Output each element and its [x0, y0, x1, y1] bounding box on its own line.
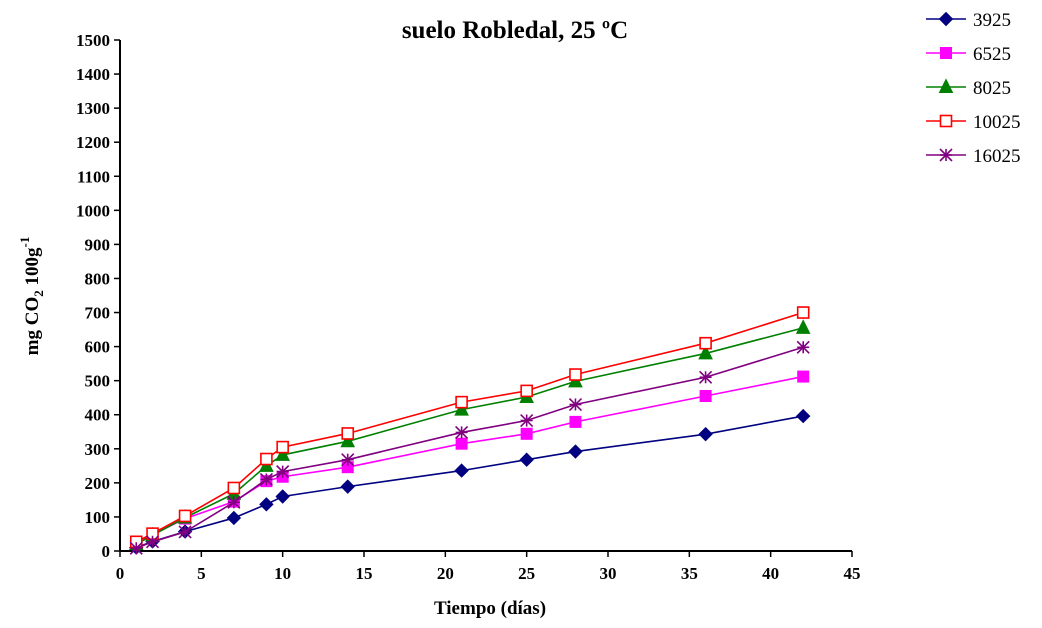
x-tick-label: 40 — [762, 564, 779, 583]
data-point — [699, 336, 712, 350]
data-point — [275, 489, 290, 504]
legend: 3925 6525 8025 10025 16025 — [926, 10, 1021, 167]
series-line — [135, 346, 804, 550]
data-point — [519, 452, 534, 467]
legend-item-3925: 3925 — [926, 10, 1011, 31]
x-tick-label: 30 — [600, 564, 617, 583]
data-point — [178, 509, 192, 523]
data-point — [260, 452, 273, 466]
y-tick-label: 1200 — [76, 133, 110, 152]
legend-label: 10025 — [973, 112, 1021, 133]
data-point — [797, 370, 810, 383]
legend-item-10025: 10025 — [926, 112, 1021, 133]
data-point — [455, 395, 468, 409]
y-tick-label: 1400 — [76, 65, 110, 84]
x-tick-label: 15 — [356, 564, 373, 583]
y-tick-label: 1000 — [76, 201, 110, 220]
legend-label: 3925 — [973, 10, 1011, 31]
data-point — [276, 440, 289, 454]
legend-item-6525: 6525 — [926, 44, 1011, 65]
y-tick-label: 1300 — [76, 99, 110, 118]
x-tick-label: 5 — [197, 564, 206, 583]
y-axis-label-sup: -1 — [17, 237, 32, 248]
svg-text:mg CO2 100g-1: mg CO2 100g-1 — [17, 237, 46, 356]
legend-marker — [938, 78, 954, 93]
data-point — [455, 425, 469, 440]
series-10025 — [129, 306, 810, 549]
legend-label: 8025 — [973, 78, 1011, 99]
y-tick-label: 1100 — [77, 167, 110, 186]
legend-item-8025: 8025 — [926, 78, 1011, 99]
data-point — [178, 525, 192, 539]
y-tick-label: 900 — [85, 235, 111, 254]
data-point — [568, 444, 583, 459]
y-tick-label: 0 — [102, 542, 111, 561]
data-point — [455, 437, 468, 450]
x-tick-label: 25 — [518, 564, 535, 583]
data-point — [795, 319, 811, 334]
legend-marker — [939, 148, 953, 162]
y-tick-label: 400 — [85, 406, 111, 425]
y-axis-label-main: mg CO — [22, 297, 43, 356]
data-point — [520, 427, 533, 440]
y-axis-label-sub: 2 — [31, 290, 46, 297]
data-point — [698, 344, 713, 360]
series-16025 — [129, 340, 810, 555]
data-point — [226, 510, 242, 526]
data-point — [227, 495, 241, 509]
data-point — [259, 497, 274, 512]
chart-title: suelo Robledal, 25 ºC — [402, 17, 628, 44]
data-point — [698, 426, 713, 442]
y-tick-label: 600 — [85, 338, 111, 357]
legend-marker — [939, 114, 953, 128]
data-point — [796, 340, 810, 354]
x-axis-label: Tiempo (días) — [434, 598, 546, 619]
plot-area: 0100200300400500600700800900100011001200… — [76, 31, 861, 583]
x-tick-label: 10 — [274, 564, 291, 583]
x-tick-label: 0 — [116, 564, 125, 583]
data-point — [340, 432, 356, 448]
x-tick-label: 20 — [437, 564, 454, 583]
data-point — [276, 465, 290, 479]
y-axis-label: mg CO2 100g-1 — [17, 237, 46, 356]
y-tick-label: 500 — [85, 372, 111, 391]
data-point — [699, 370, 713, 384]
data-point — [227, 481, 241, 495]
data-point — [569, 368, 582, 381]
legend-label: 6525 — [973, 44, 1011, 65]
y-axis-label-after: 100g — [22, 247, 43, 290]
y-tick-label: 300 — [85, 440, 111, 459]
legend-label: 16025 — [973, 146, 1021, 167]
y-tick-label: 800 — [85, 269, 111, 288]
legend-marker — [940, 47, 952, 59]
legend-marker — [938, 11, 954, 27]
data-point — [568, 397, 583, 412]
y-tick-label: 100 — [85, 508, 111, 527]
data-point — [569, 415, 582, 428]
data-point — [340, 479, 355, 494]
data-point — [341, 453, 355, 467]
data-point — [520, 384, 533, 398]
data-point — [145, 535, 160, 549]
y-tick-label: 200 — [85, 474, 111, 493]
y-tick-label: 700 — [85, 304, 111, 323]
data-point — [454, 463, 469, 478]
data-point — [454, 401, 469, 416]
data-point — [129, 541, 143, 555]
x-tick-label: 45 — [844, 564, 861, 583]
data-point — [341, 427, 355, 440]
legend-item-16025: 16025 — [926, 146, 1021, 167]
y-tick-label: 1500 — [76, 31, 110, 50]
data-point — [275, 446, 290, 461]
data-point — [796, 306, 810, 319]
data-point — [520, 413, 534, 428]
data-point — [259, 472, 273, 487]
x-tick-label: 35 — [681, 564, 698, 583]
data-point — [795, 408, 811, 424]
data-point — [699, 389, 712, 402]
